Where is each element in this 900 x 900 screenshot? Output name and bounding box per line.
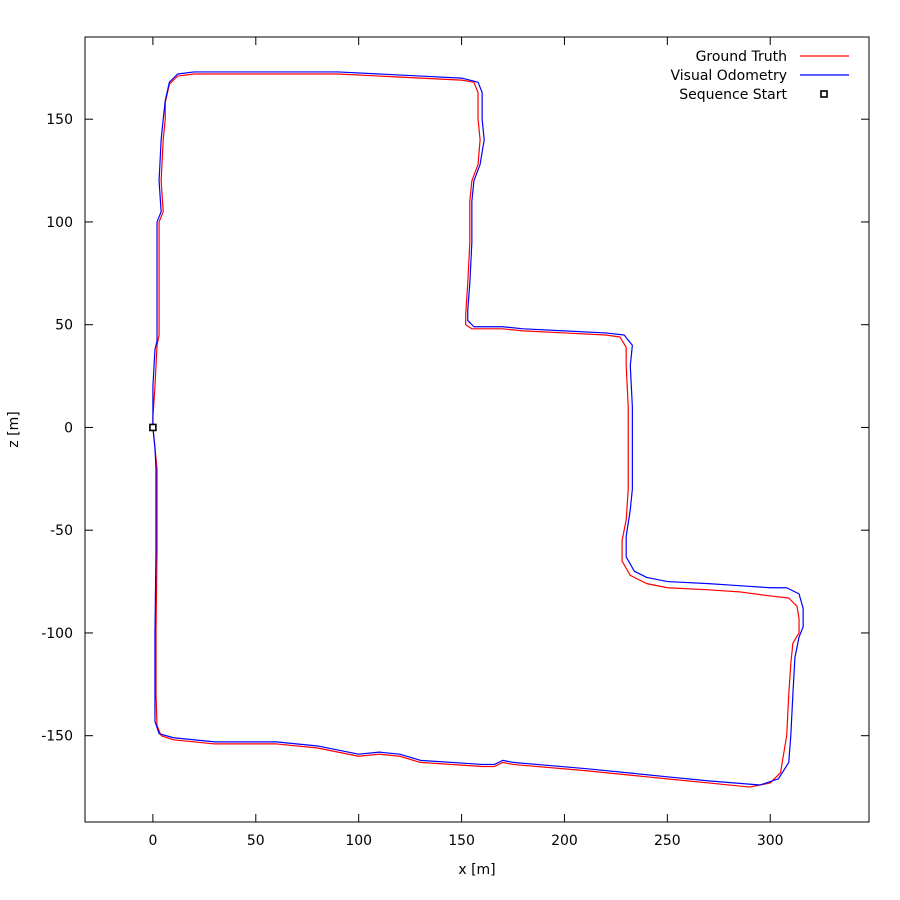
y-tick-label: -150	[41, 729, 73, 745]
legend-label-visual-odometry: Visual Odometry	[671, 68, 788, 84]
y-axis-label: z [m]	[6, 411, 22, 447]
x-tick-label: 100	[345, 833, 372, 849]
series-line-visual-odometry	[152, 71, 804, 786]
x-tick-label: 50	[247, 833, 265, 849]
x-tick-label: 150	[448, 833, 475, 849]
x-axis-label: x [m]	[458, 862, 495, 878]
y-tick-label: -50	[50, 523, 73, 539]
sequence-start-marker	[149, 423, 157, 432]
y-tick-label: 50	[55, 318, 73, 334]
legend: Ground Truth Visual Odometry Sequence St…	[671, 49, 849, 103]
x-tick-label: 0	[148, 833, 157, 849]
y-tick-label: 100	[46, 215, 73, 231]
markers-group	[149, 423, 157, 432]
legend-swatch-sequence-start	[820, 90, 828, 98]
x-tick-label: 300	[757, 833, 784, 849]
y-tick-label: 150	[46, 112, 73, 128]
series-line-ground-truth	[152, 73, 800, 788]
legend-label-ground-truth: Ground Truth	[696, 49, 787, 65]
y-tick-label: 0	[64, 420, 73, 436]
axis-tick-labels: 0 50 100 150 200 250 300 150 100 50 0 -50 -100 -150	[41, 112, 783, 849]
axis-ticks	[85, 37, 869, 822]
x-tick-label: 250	[654, 833, 681, 849]
series-group	[152, 71, 804, 788]
legend-label-sequence-start: Sequence Start	[679, 87, 787, 103]
plot-frame	[84, 36, 870, 823]
x-tick-label: 200	[551, 833, 578, 849]
y-tick-label: -100	[41, 626, 73, 642]
